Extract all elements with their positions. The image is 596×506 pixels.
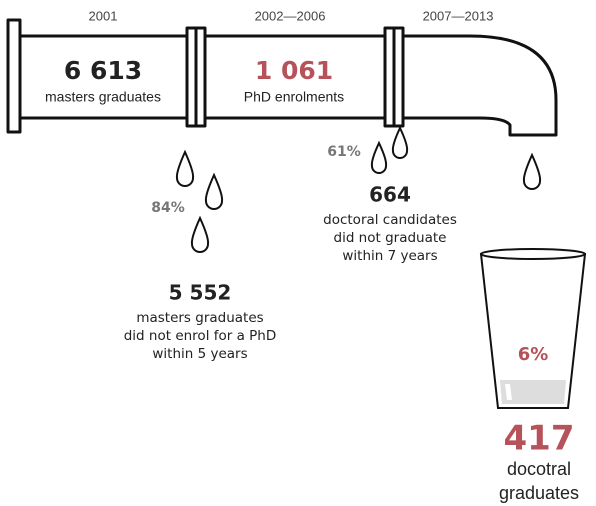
stage-label: PhD enrolments	[244, 89, 344, 105]
loss-text: masters graduates	[136, 310, 263, 326]
result-number: 417	[504, 419, 575, 459]
loss-text: within 7 years	[342, 248, 437, 264]
result-text: docotral	[507, 459, 571, 479]
period: 2007—2013	[423, 8, 494, 23]
stage-number: 1 061	[255, 56, 333, 85]
period: 2001	[89, 8, 118, 23]
loss-percent: 61%	[327, 144, 361, 160]
result-percent: 6%	[518, 344, 549, 365]
loss-text: doctoral candidates	[323, 212, 457, 228]
stage-label: masters graduates	[45, 89, 161, 105]
stage-number: 6 613	[64, 56, 142, 85]
result-text: graduates	[499, 483, 579, 503]
glass	[481, 249, 585, 408]
period: 2002—2006	[255, 8, 326, 23]
loss-percent: 84%	[151, 200, 185, 216]
infographic: 2001 2002—2006 2007—2013 6 613 masters g…	[0, 0, 596, 506]
loss-number: 664	[369, 183, 411, 207]
loss-text: did not enrol for a PhD	[124, 328, 277, 344]
loss-number: 5 552	[169, 281, 232, 305]
loss-text: within 5 years	[152, 346, 247, 362]
loss-text: did not graduate	[334, 230, 447, 246]
